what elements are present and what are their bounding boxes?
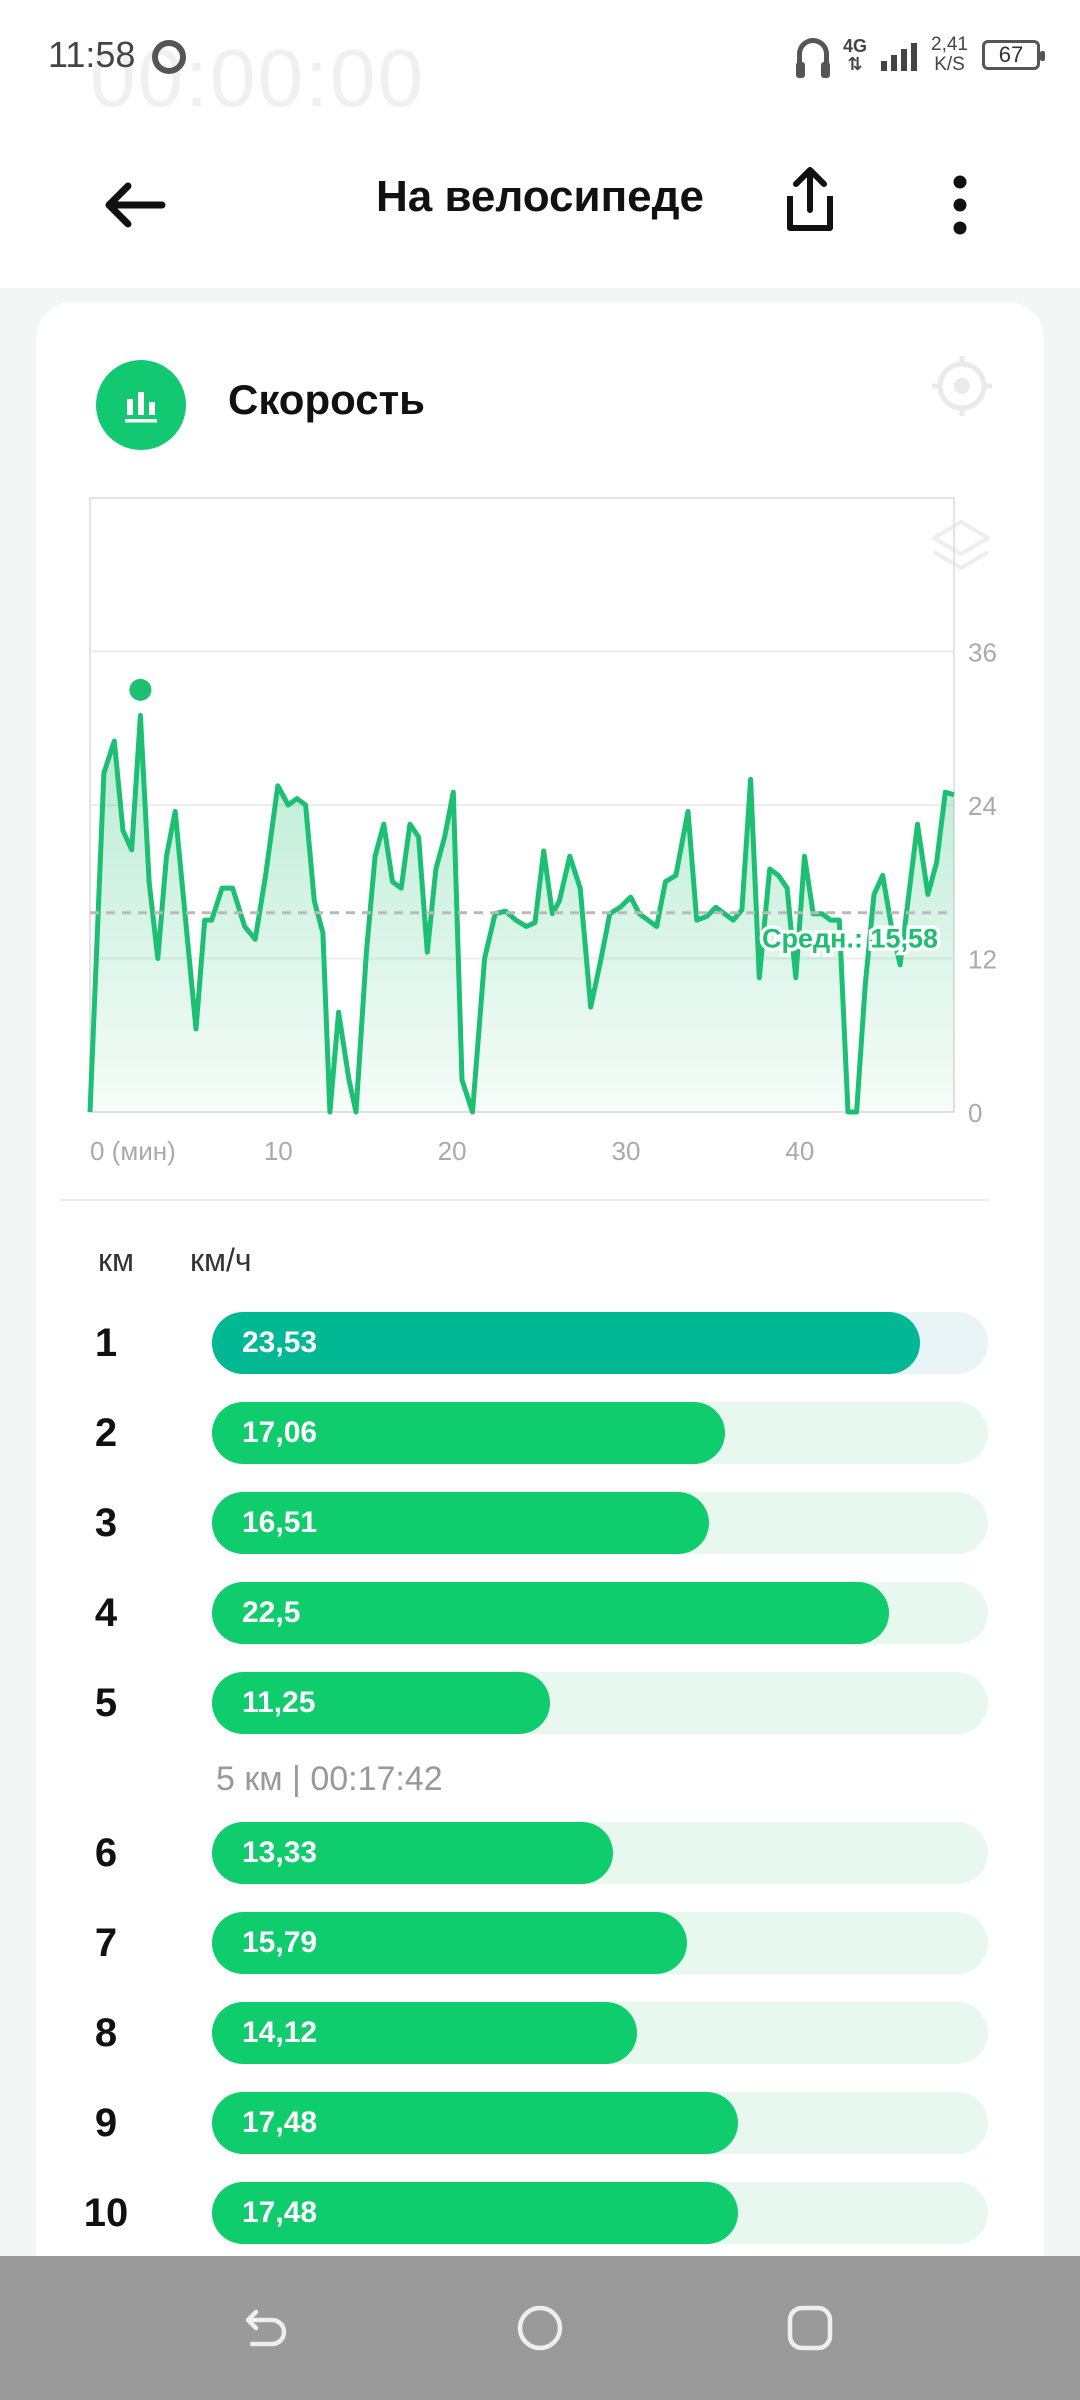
speed-bar-fill: 22,5 <box>212 1582 889 1644</box>
km-row-4: 4 22,5 <box>36 1582 1044 1644</box>
speed-bar-fill: 16,51 <box>212 1492 709 1554</box>
km-row-5: 5 11,25 <box>36 1672 1044 1734</box>
network-indicator: 4G ⇅ <box>843 36 868 74</box>
back-nav-icon[interactable] <box>242 2304 290 2354</box>
speed-bar-fill: 23,53 <box>212 1312 920 1374</box>
column-header-km: км <box>98 1242 134 1278</box>
recents-nav-icon[interactable] <box>786 2304 834 2352</box>
column-header-speed: км/ч <box>190 1242 252 1278</box>
speed-bar-fill: 17,06 <box>212 1402 726 1464</box>
share-icon[interactable] <box>780 160 840 240</box>
speed-bar-fill: 17,48 <box>212 2182 738 2244</box>
status-bar: 00:00:00 11:58 4G ⇅ 2,41 K/S 67 <box>0 0 1080 124</box>
status-icons: 4G ⇅ 2,41 K/S 67 <box>796 30 1045 80</box>
y-tick-label: 12 <box>968 945 997 975</box>
km-row-3: 3 16,51 <box>36 1492 1044 1554</box>
speed-bar-fill: 13,33 <box>212 1822 613 1884</box>
max-speed-marker <box>129 678 152 701</box>
km-row-10: 10 17,48 <box>36 2182 1044 2244</box>
y-tick-label: 24 <box>968 791 997 821</box>
km-row-8: 8 14,12 <box>36 2002 1044 2064</box>
km-row-2: 2 17,06 <box>36 1402 1044 1464</box>
data-arrows-icon: ⇅ <box>847 54 863 74</box>
layers-icon[interactable] <box>926 512 996 582</box>
km-row-6: 6 13,33 <box>36 1822 1044 1884</box>
y-tick-label: 0 <box>968 1098 982 1128</box>
split-summary: 5 км | 00:17:42 <box>216 1760 443 1798</box>
y-tick-label: 36 <box>968 638 997 668</box>
home-nav-icon[interactable] <box>516 2304 564 2352</box>
app-header: На велосипеде <box>0 110 1080 288</box>
average-label: Средн.: 15,58 <box>762 924 938 954</box>
more-options-icon[interactable] <box>950 170 970 240</box>
x-tick-label: 40 <box>785 1136 814 1166</box>
back-arrow-icon[interactable] <box>100 170 170 240</box>
page-title: На велосипеде <box>375 172 705 221</box>
speed-chart: 0 12 24 36 0 (мин) 10 20 30 40 Средн.: 15,58 <box>60 497 997 1201</box>
headphones-icon <box>796 38 830 78</box>
bar-chart-icon <box>96 360 186 450</box>
x-tick-label: 10 <box>264 1136 293 1166</box>
km-row-1: 1 23,53 <box>36 1312 1044 1374</box>
status-time: 11:58 <box>48 34 136 75</box>
km-row-7: 7 15,79 <box>36 1912 1044 1974</box>
system-nav-bar <box>0 2256 1080 2400</box>
speed-bar-fill: 14,12 <box>212 2002 637 2064</box>
background-timer-ghost: 00:00:00 <box>90 33 426 124</box>
notification-ring-icon <box>152 40 186 74</box>
speed-bar-fill: 17,48 <box>212 2092 738 2154</box>
x-tick-label: 20 <box>438 1136 467 1166</box>
km-row-9: 9 17,48 <box>36 2092 1044 2154</box>
target-icon[interactable] <box>928 352 996 420</box>
x-tick-label: 30 <box>612 1136 641 1166</box>
network-speed: 2,41 K/S <box>931 34 968 75</box>
signal-bars-icon <box>881 39 918 71</box>
metric-title: Скорость <box>228 376 425 423</box>
speed-bar-fill: 15,79 <box>212 1912 687 1974</box>
x-tick-label: 0 (мин) <box>90 1136 176 1166</box>
speed-card: Скорость 0 12 24 36 0 (мин) 10 20 30 40 Средн.: 1… <box>36 302 1044 2292</box>
battery-icon: 67 <box>982 40 1045 70</box>
speed-bar-fill: 11,25 <box>212 1672 551 1734</box>
